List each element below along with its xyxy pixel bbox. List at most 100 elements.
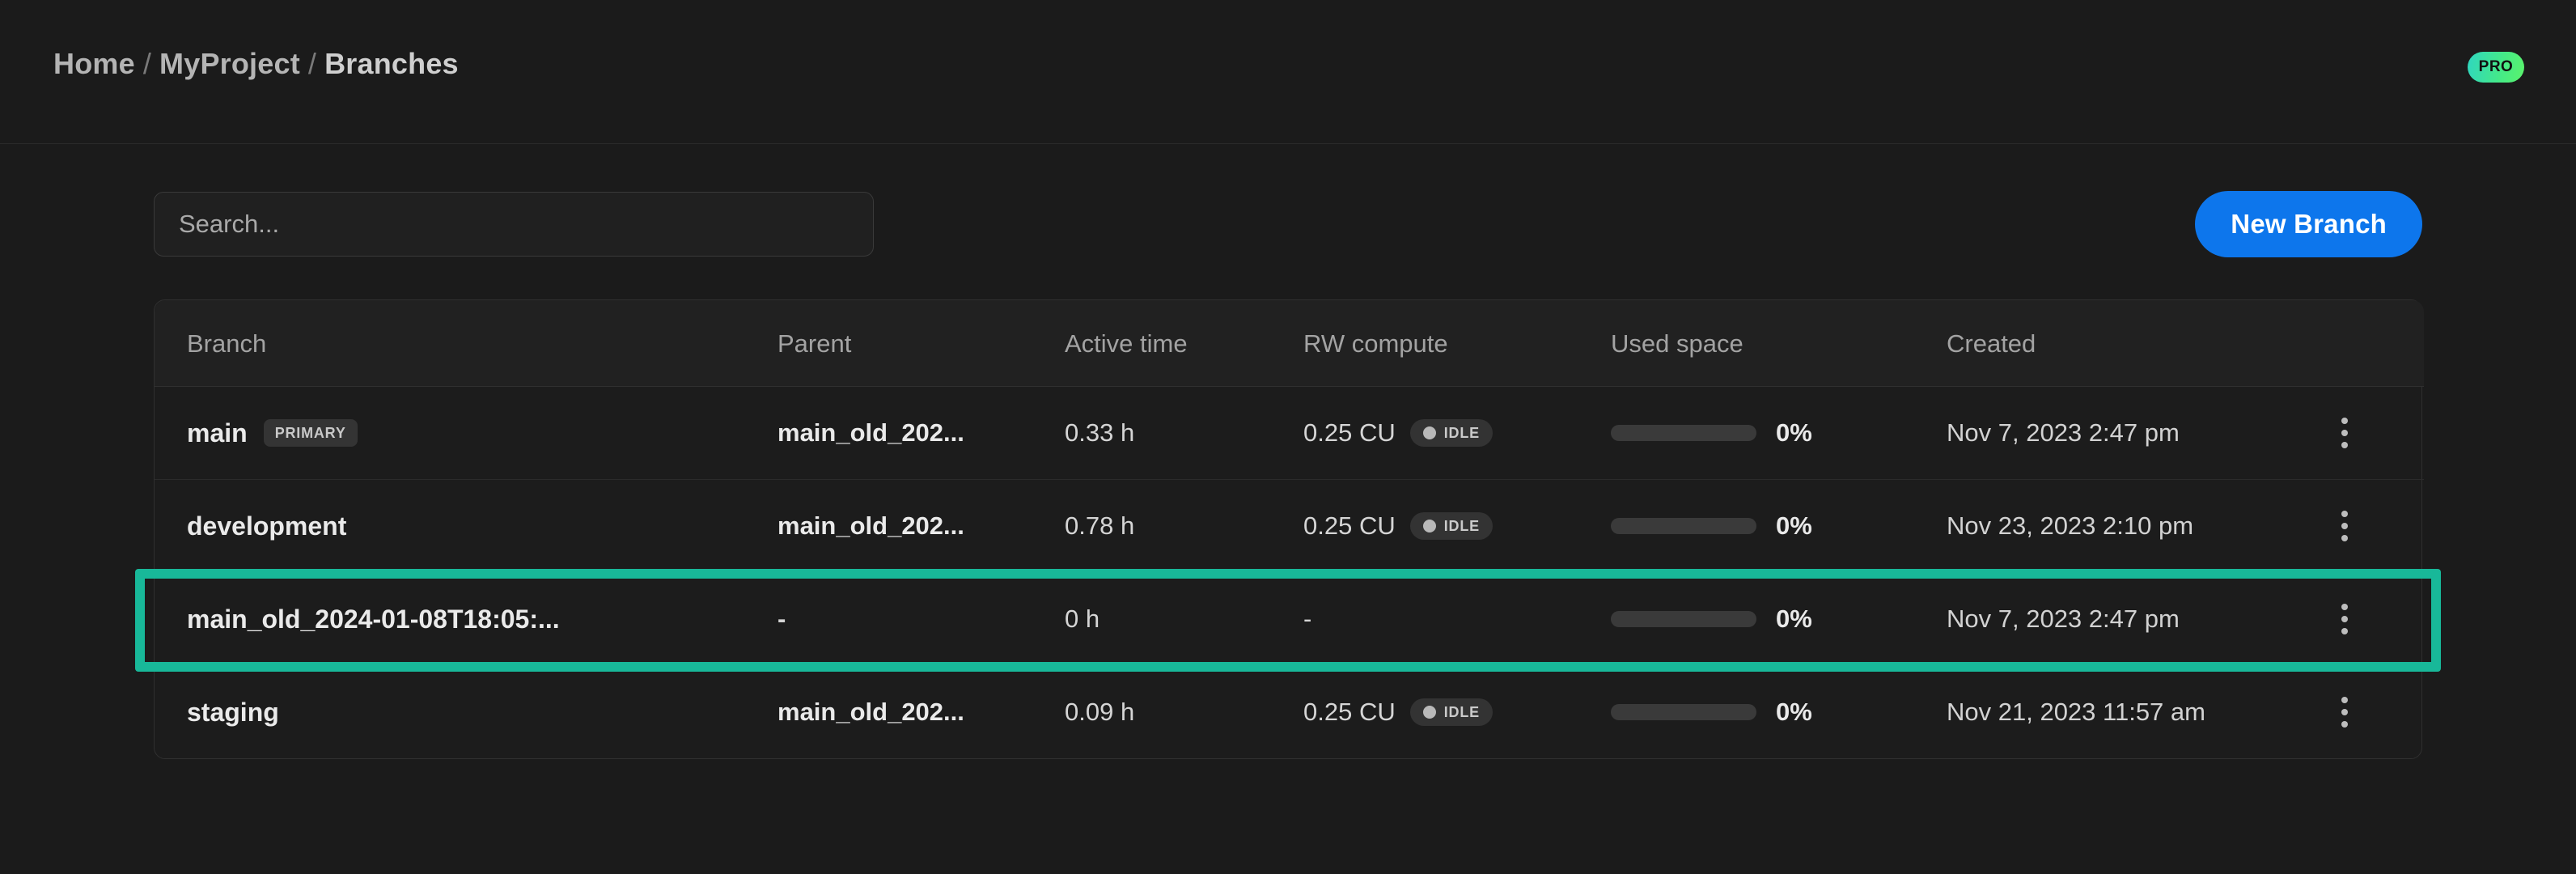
cell-created: Nov 7, 2023 2:47 pm: [1947, 572, 2327, 666]
cell-branch: development: [155, 479, 777, 573]
cell-used-space: 0%: [1611, 479, 1947, 573]
branch-cell: main_old_2024-01-08T18:05:...: [187, 605, 777, 634]
cell-used-space: 0%: [1611, 666, 1947, 759]
table-body: main PRIMARY main_old_202... 0.33 h 0.25 CU I…: [155, 386, 2424, 759]
cell-actions: [2327, 386, 2424, 480]
rw-compute-value: 0.25 CU: [1303, 511, 1396, 540]
cell-used-space: 0%: [1611, 386, 1947, 480]
cell-parent: main_old_202...: [777, 386, 1065, 480]
used-space-percent: 0%: [1776, 698, 1812, 726]
cell-created: Nov 7, 2023 2:47 pm: [1947, 386, 2327, 480]
branch-name[interactable]: staging: [187, 697, 279, 727]
breadcrumb-separator: /: [307, 47, 317, 80]
created-timestamp: Nov 7, 2023 2:47 pm: [1947, 605, 2180, 633]
used-space-percent: 0%: [1776, 511, 1812, 540]
used-space-percent: 0%: [1776, 605, 1812, 633]
cell-branch: staging: [155, 666, 777, 759]
used-space-progress-bar: [1611, 425, 1756, 441]
cell-parent: -: [777, 572, 1065, 666]
table-row[interactable]: development main_old_202... 0.78 h 0.25 CU I…: [155, 479, 2424, 573]
compute-status-label: IDLE: [1443, 704, 1480, 720]
table-row[interactable]: main_old_2024-01-08T18:05:... -0 h -0% Nov …: [155, 572, 2424, 666]
created-timestamp: Nov 7, 2023 2:47 pm: [1947, 418, 2180, 447]
used-space-percent: 0%: [1776, 418, 1812, 447]
cell-branch: main_old_2024-01-08T18:05:...: [155, 572, 777, 666]
created-timestamp: Nov 21, 2023 11:57 am: [1947, 698, 2205, 726]
column-header-actions: [2327, 300, 2424, 387]
cell-parent: main_old_202...: [777, 666, 1065, 759]
table-row[interactable]: staging main_old_202... 0.09 h 0.25 CU IDLE 0…: [155, 666, 2424, 759]
top-bar: Home / MyProject / Branches PRO: [0, 0, 2576, 144]
breadcrumb-item-branches: Branches: [324, 47, 459, 80]
cell-parent: main_old_202...: [777, 479, 1065, 573]
cell-active-time: 0.33 h: [1065, 386, 1303, 480]
table-row[interactable]: main PRIMARY main_old_202... 0.33 h 0.25 CU I…: [155, 386, 2424, 480]
status-dot-icon: [1422, 426, 1436, 439]
rw-compute-value: 0.25 CU: [1303, 418, 1396, 447]
row-menu-kebab-icon[interactable]: [2327, 604, 2362, 634]
status-dot-icon: [1422, 520, 1436, 532]
cell-created: Nov 23, 2023 2:10 pm: [1947, 479, 2327, 573]
created-timestamp: Nov 23, 2023 2:10 pm: [1947, 511, 2194, 540]
row-menu-kebab-icon[interactable]: [2327, 511, 2362, 541]
cell-active-time: 0.09 h: [1065, 698, 1135, 726]
compute-status-label: IDLE: [1443, 425, 1480, 441]
cell-rw-compute: 0.25 CU IDLE: [1303, 666, 1611, 759]
branch-cell: staging: [187, 698, 777, 728]
table-header-row: Branch Parent Active time RW compute Used sp…: [155, 300, 2424, 387]
branch-cell: development: [187, 511, 777, 541]
search-input[interactable]: [154, 192, 874, 257]
used-space-cell: 0%: [1611, 511, 1947, 541]
column-header-rw-compute: RW compute: [1303, 300, 1611, 387]
used-space-cell: 0%: [1611, 605, 1947, 634]
branch-name[interactable]: main: [187, 418, 248, 448]
breadcrumb: Home / MyProject / Branches: [53, 47, 459, 81]
cell-rw-compute: -: [1303, 572, 1611, 666]
branch-name[interactable]: main_old_2024-01-08T18:05:...: [187, 604, 560, 634]
compute-cell: 0.25 CU IDLE: [1303, 418, 1611, 448]
new-branch-button[interactable]: New Branch: [2195, 191, 2422, 257]
parent-name: -: [777, 605, 786, 633]
column-header-parent: Parent: [777, 300, 1065, 387]
breadcrumb-item-home[interactable]: Home: [53, 47, 135, 80]
breadcrumb-item-myproject[interactable]: MyProject: [159, 47, 300, 80]
rw-compute-value: -: [1303, 605, 1312, 633]
column-header-created: Created: [1947, 300, 2327, 387]
column-header-used-space: Used space: [1611, 300, 1947, 387]
breadcrumb-separator: /: [142, 47, 152, 80]
used-space-progress-bar: [1611, 704, 1756, 720]
parent-name[interactable]: main_old_202...: [777, 698, 964, 726]
table-header: Branch Parent Active time RW compute Used sp…: [155, 300, 2424, 387]
cell-active-time: 0 h: [1065, 572, 1303, 666]
cell-created: Nov 21, 2023 11:57 am: [1947, 666, 2327, 759]
compute-cell: 0.25 CU IDLE: [1303, 698, 1611, 727]
cell-branch: main PRIMARY: [155, 386, 777, 480]
parent-name[interactable]: main_old_202...: [777, 511, 964, 540]
cell-actions: [2327, 479, 2424, 573]
compute-status-label: IDLE: [1443, 518, 1480, 534]
primary-badge: PRIMARY: [263, 419, 358, 447]
branches-table-container: Branch Parent Active time RW compute Used sp…: [135, 299, 2441, 759]
cell-actions: [2327, 666, 2424, 759]
column-header-active-time: Active time: [1065, 300, 1303, 387]
branch-name[interactable]: development: [187, 511, 347, 541]
cell-active-time: 0.78 h: [1065, 479, 1303, 573]
used-space-progress-bar: [1611, 611, 1756, 627]
row-menu-kebab-icon[interactable]: [2327, 697, 2362, 728]
parent-name[interactable]: main_old_202...: [777, 418, 964, 447]
compute-cell: -: [1303, 605, 1611, 634]
rw-compute-value: 0.25 CU: [1303, 698, 1396, 726]
column-header-branch: Branch: [155, 300, 777, 387]
cell-actions: [2327, 572, 2424, 666]
compute-cell: 0.25 CU IDLE: [1303, 511, 1611, 541]
used-space-cell: 0%: [1611, 698, 1947, 727]
branches-toolbar: New Branch: [154, 144, 2422, 257]
used-space-progress-bar: [1611, 518, 1756, 534]
branch-cell: main PRIMARY: [187, 418, 777, 448]
cell-rw-compute: 0.25 CU IDLE: [1303, 479, 1611, 573]
used-space-cell: 0%: [1611, 418, 1947, 448]
branches-table: Branch Parent Active time RW compute Used sp…: [155, 300, 2424, 758]
pro-plan-badge: PRO: [2468, 52, 2524, 83]
row-menu-kebab-icon[interactable]: [2327, 418, 2362, 448]
